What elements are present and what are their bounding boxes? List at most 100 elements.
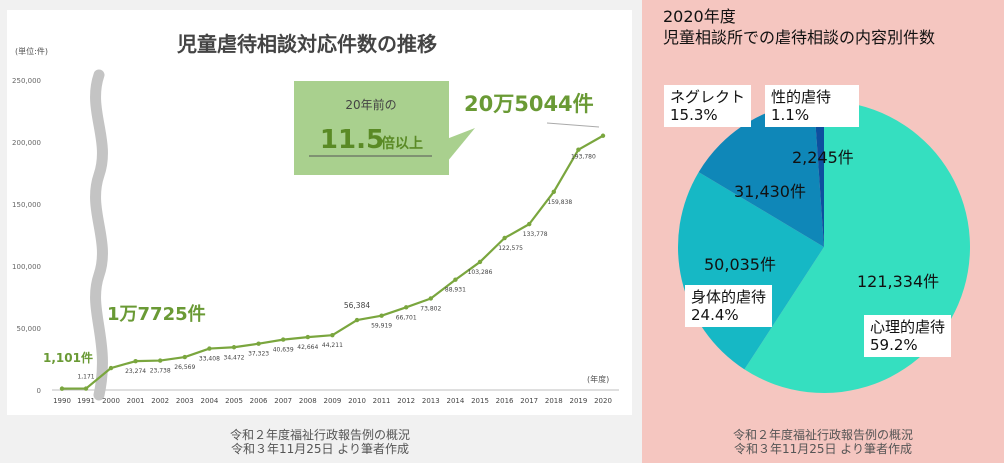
x-axis-labels: 1990 1991 2000 2001 2002 2003 2004 2005 2006 2007… (53, 397, 612, 405)
data-label: 88,931 (445, 287, 466, 294)
pie-label-psych-name: 心理的虐待 (870, 318, 946, 336)
data-point (354, 317, 360, 323)
line-series (59, 133, 606, 391)
right-caption-line2: 令和３年11月25日 より筆者作成 (733, 442, 913, 456)
data-label: 33,408 (199, 356, 220, 363)
data-label: 59,919 (371, 323, 392, 330)
unit-label: (単位:件) (15, 46, 48, 56)
pie-label-psych: 心理的虐待 59.2% (864, 315, 952, 357)
y-tick-label: 150,000 (12, 201, 41, 209)
x-tick-label: 2017 (520, 397, 538, 405)
data-label: 159,838 (547, 199, 572, 206)
pie-value-sexual: 2,245件 (792, 148, 854, 167)
data-point (600, 133, 606, 138)
pie-label-neglect-percent: 15.3% (670, 106, 718, 124)
pie-value-psych: 121,334件 (857, 272, 939, 291)
data-label: 42,664 (297, 344, 318, 351)
pie-slice-neglect (698, 101, 824, 248)
pie-label-sexual-percent: 1.1% (771, 106, 810, 124)
pie-label-sexual-name: 性的虐待 (771, 88, 832, 106)
data-label: 122,575 (498, 245, 523, 252)
left-caption-line2: 令和３年11月25日 より筆者作成 (230, 442, 410, 456)
data-point (158, 358, 163, 363)
x-tick-label: 2016 (496, 397, 514, 405)
data-point (108, 365, 114, 371)
x-tick-label: 2014 (446, 397, 464, 405)
axis-break (90, 69, 108, 401)
axis-break-band (90, 69, 108, 401)
x-tick-label: 2015 (471, 397, 489, 405)
data-point (256, 341, 261, 346)
data-label: 133,778 (523, 231, 548, 238)
data-point (576, 147, 581, 152)
pie-label-neglect-name: ネグレクト (670, 88, 746, 106)
right-caption: 令和２年度福祉行政報告例の概況 令和３年11月25日 より筆者作成 (642, 428, 1004, 456)
x-tick-label: 2020 (594, 397, 612, 405)
y-axis: 0 50,000 100,000 150,000 200,000 250,000 (12, 77, 41, 395)
data-point (404, 305, 409, 310)
callout-mid-value: 1万7725件 (107, 303, 206, 325)
line-chart-title: 児童虐待相談対応件数の推移 (176, 32, 437, 56)
data-point (83, 386, 89, 391)
data-label: 56,384 (344, 301, 370, 310)
data-label: 23,274 (125, 368, 146, 375)
pie-title-line1: 2020年度 (663, 7, 736, 26)
data-label: 34,472 (224, 354, 245, 361)
y-tick-label: 100,000 (12, 263, 41, 271)
pie-label-physical-percent: 24.4% (691, 306, 739, 324)
data-point (527, 221, 532, 227)
y-tick-label: 0 (37, 387, 41, 395)
x-tick-label: 2002 (151, 397, 169, 405)
data-point (477, 259, 483, 265)
pie-title: 2020年度 児童相談所での虐待相談の内容別件数 (663, 6, 998, 48)
data-label: 40,639 (273, 347, 294, 354)
data-point (133, 358, 138, 364)
pie-label-physical: 身体的虐待 24.4% (685, 285, 773, 327)
data-point (281, 337, 286, 342)
right-caption-line1: 令和２年度福祉行政報告例の概況 (732, 428, 913, 442)
data-point (231, 345, 237, 350)
x-tick-label: 1991 (77, 397, 95, 405)
data-label: 1,171 (77, 374, 94, 381)
callout-last-leader (546, 122, 600, 128)
pie-value-neglect: 31,430件 (734, 182, 806, 201)
comparison-big-number: 11.5 (320, 125, 384, 155)
data-point (330, 332, 335, 338)
data-label: 44,211 (322, 342, 343, 349)
data-point (551, 189, 556, 195)
callout-first-value: 1,101件 (43, 350, 93, 365)
pie-label-psych-percent: 59.2% (870, 336, 918, 354)
x-tick-label: 2010 (348, 397, 366, 405)
left-caption: 令和２年度福祉行政報告例の概況 令和３年11月25日 より筆者作成 (120, 428, 520, 456)
comparison-suffix: 倍以上 (381, 135, 423, 152)
x-tick-label: 2012 (397, 397, 415, 405)
x-tick-label: 2005 (225, 397, 243, 405)
data-label: 73,802 (420, 305, 441, 312)
y-tick-label: 200,000 (12, 139, 41, 147)
data-label: 23,738 (150, 368, 171, 375)
data-label: 26,569 (174, 364, 195, 371)
x-tick-label: 1990 (53, 397, 71, 405)
pie-title-line2: 児童相談所での虐待相談の内容別件数 (663, 28, 936, 47)
x-tick-label: 2007 (274, 397, 292, 405)
pie-label-sexual: 性的虐待 1.1% (765, 85, 859, 127)
pie-label-neglect: ネグレクト 15.3% (664, 85, 752, 127)
y-tick-label: 250,000 (12, 77, 41, 85)
callout-last-value: 20万5044件 (464, 92, 594, 116)
year-axis-label: (年度) (587, 374, 609, 384)
data-point (305, 334, 310, 340)
pie-label-physical-name: 身体的虐待 (691, 288, 767, 306)
x-tick-label: 2008 (299, 397, 317, 405)
pie-slice-sexual (813, 101, 824, 247)
data-label: 103,286 (468, 269, 493, 276)
x-tick-label: 2019 (569, 397, 587, 405)
x-tick-label: 2013 (422, 397, 440, 405)
comparison-callout-box: 20年前の 11.5 倍以上 (294, 81, 475, 175)
data-point (59, 386, 65, 391)
data-point (207, 346, 212, 351)
x-tick-label: 2011 (373, 397, 391, 405)
x-tick-label: 2001 (127, 397, 145, 405)
x-tick-label: 2004 (200, 397, 218, 405)
pie-value-physical: 50,035件 (704, 255, 776, 274)
